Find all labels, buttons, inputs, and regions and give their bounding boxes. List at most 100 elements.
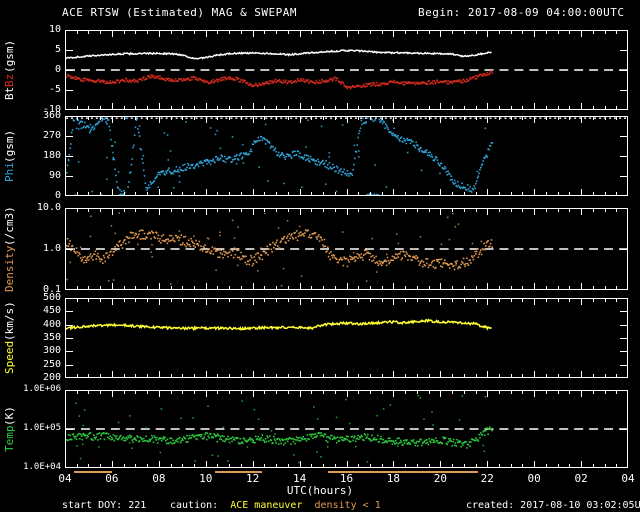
x-tick-mark xyxy=(546,31,547,34)
x-tick-mark xyxy=(241,299,242,302)
x-tick-mark xyxy=(429,106,430,109)
x-tick-mark xyxy=(194,286,195,289)
x-tick-mark xyxy=(511,106,512,109)
x-tick-mark xyxy=(194,106,195,109)
x-tick-mark xyxy=(264,391,265,394)
caution-low-density: density < 1 xyxy=(314,500,381,511)
y-tick-mark xyxy=(620,338,627,339)
x-tick-mark xyxy=(276,209,277,212)
x-tick-mark xyxy=(159,299,160,305)
x-tick-mark xyxy=(511,464,512,467)
x-tick-mark xyxy=(112,117,113,123)
x-tick-mark xyxy=(112,283,113,289)
x-tick-mark xyxy=(616,31,617,34)
x-tick-mark xyxy=(264,106,265,109)
x-tick-mark xyxy=(393,103,394,109)
x-tick-mark xyxy=(499,286,500,289)
x-tick-mark xyxy=(476,192,477,195)
x-tick-mark xyxy=(288,117,289,120)
x-tick-mark xyxy=(452,374,453,377)
x-tick-mark xyxy=(77,31,78,34)
x-tick-mark xyxy=(569,106,570,109)
x-tick-mark xyxy=(159,103,160,109)
y-tick-p2-1: 270 xyxy=(42,130,61,141)
x-tick-mark xyxy=(370,374,371,377)
x-tick-mark xyxy=(206,189,207,195)
x-tick-mark xyxy=(88,192,89,195)
x-tick-mark xyxy=(135,299,136,302)
x-tick-mark xyxy=(311,31,312,34)
y-tick-p5-2: 1.0E+04 xyxy=(23,462,61,472)
x-tick-mark xyxy=(511,374,512,377)
plot-area-density xyxy=(66,209,627,289)
x-tick-mark xyxy=(241,374,242,377)
x-tick-mark xyxy=(65,461,66,467)
x-tick-mark xyxy=(417,209,418,212)
x-tick-mark xyxy=(429,117,430,120)
x-tick-mark xyxy=(581,283,582,289)
x-tick-mark xyxy=(100,192,101,195)
x-tick-mark xyxy=(264,209,265,212)
x-tick-mark xyxy=(159,117,160,123)
x-tick-mark xyxy=(88,299,89,302)
x-tick-10-3: 10 xyxy=(199,472,213,485)
x-tick-mark xyxy=(112,103,113,109)
x-tick-mark xyxy=(229,117,230,120)
x-tick-mark xyxy=(627,189,628,195)
x-tick-mark xyxy=(229,464,230,467)
panel-speed xyxy=(65,298,628,378)
x-tick-mark xyxy=(135,374,136,377)
y-tick-mark xyxy=(620,390,627,391)
x-tick-mark xyxy=(288,209,289,212)
x-tick-mark xyxy=(335,299,336,302)
x-tick-mark xyxy=(499,192,500,195)
x-tick-mark xyxy=(593,299,594,302)
x-tick-mark xyxy=(522,106,523,109)
x-tick-mark xyxy=(276,299,277,302)
x-tick-mark xyxy=(300,103,301,109)
x-tick-mark xyxy=(124,299,125,302)
x-tick-mark xyxy=(323,374,324,377)
x-tick-mark xyxy=(534,391,535,397)
x-tick-mark xyxy=(440,103,441,109)
x-tick-mark xyxy=(182,209,183,212)
x-tick-mark xyxy=(627,209,628,215)
x-tick-mark xyxy=(335,286,336,289)
x-tick-mark xyxy=(217,374,218,377)
x-tick-mark xyxy=(429,464,430,467)
x-tick-mark xyxy=(534,299,535,305)
x-tick-mark xyxy=(405,31,406,34)
x-tick-mark xyxy=(88,209,89,212)
x-tick-08-2: 08 xyxy=(152,472,166,485)
y-tick-p4-6: 200 xyxy=(42,372,61,383)
x-tick-mark xyxy=(323,286,324,289)
y-tick-mark xyxy=(620,116,627,117)
x-tick-mark xyxy=(417,299,418,302)
x-tick-mark xyxy=(311,286,312,289)
x-tick-mark xyxy=(452,192,453,195)
x-tick-mark xyxy=(569,209,570,212)
x-tick-mark xyxy=(347,31,348,37)
x-tick-mark xyxy=(382,31,383,34)
y-tick-p2-3: 90 xyxy=(48,170,61,181)
x-tick-mark xyxy=(358,391,359,394)
x-tick-mark xyxy=(452,106,453,109)
x-tick-mark xyxy=(487,189,488,195)
x-tick-mark xyxy=(393,209,394,215)
x-tick-mark xyxy=(522,464,523,467)
x-tick-mark xyxy=(100,117,101,120)
x-tick-mark xyxy=(358,286,359,289)
x-tick-mark xyxy=(558,299,559,302)
x-tick-mark xyxy=(135,391,136,394)
x-tick-mark xyxy=(135,31,136,34)
x-tick-mark xyxy=(593,31,594,34)
x-tick-mark xyxy=(323,106,324,109)
x-tick-mark xyxy=(253,283,254,289)
x-tick-mark xyxy=(147,374,148,377)
x-tick-mark xyxy=(522,374,523,377)
x-tick-mark xyxy=(464,374,465,377)
x-tick-mark xyxy=(581,189,582,195)
x-tick-mark xyxy=(558,209,559,212)
x-tick-mark xyxy=(499,117,500,120)
x-tick-mark xyxy=(499,374,500,377)
